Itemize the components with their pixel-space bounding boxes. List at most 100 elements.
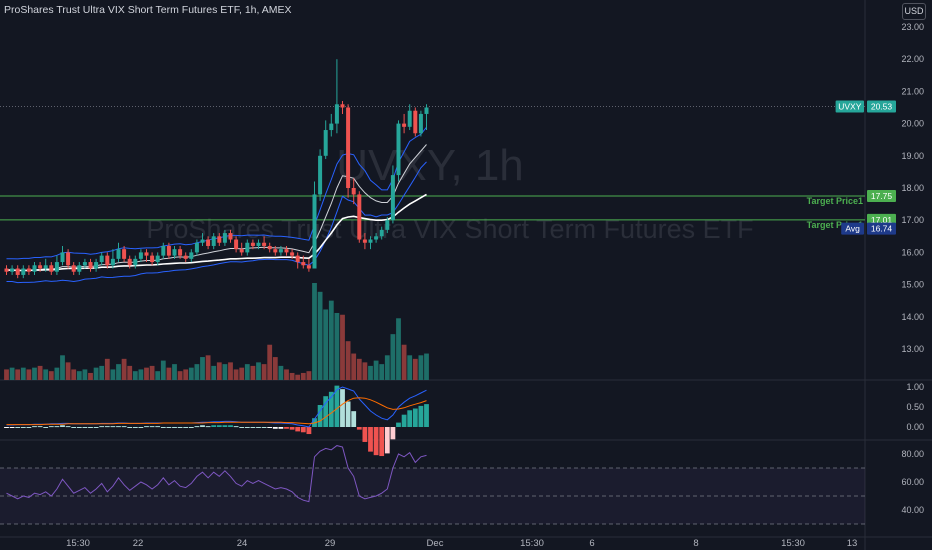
volume-bar xyxy=(401,344,407,380)
volume-bar xyxy=(183,369,189,380)
candle-body xyxy=(38,265,43,269)
macd-histogram-bar xyxy=(138,427,144,428)
candle-body xyxy=(105,255,110,266)
volume-bar xyxy=(200,357,205,380)
price-tick-label: 22.00 xyxy=(901,54,924,64)
price-tag-badge xyxy=(841,222,864,235)
candle-body xyxy=(234,239,239,250)
volume-bar xyxy=(43,369,49,380)
volume-bar xyxy=(155,371,161,380)
currency-button[interactable]: USD xyxy=(902,3,926,20)
volume-bar xyxy=(32,367,37,380)
candle-body xyxy=(178,249,183,256)
macd-histogram-bar xyxy=(9,427,15,428)
volume-bar xyxy=(194,364,200,380)
candle-body xyxy=(54,262,59,272)
macd-histogram-bar xyxy=(267,427,273,428)
macd-histogram-bar xyxy=(306,427,312,435)
price-tick-label: 23.00 xyxy=(901,22,924,32)
candle-body xyxy=(295,255,300,263)
macd-histogram-bar xyxy=(222,425,228,427)
interval-label[interactable]: 1h xyxy=(244,4,257,16)
candle-body xyxy=(396,123,401,176)
volume-bar xyxy=(424,353,429,380)
price-tick-label: 21.00 xyxy=(901,86,924,96)
candle-body xyxy=(374,236,379,240)
macd-histogram-bar xyxy=(54,426,60,428)
volume-bar xyxy=(312,283,317,380)
volume-bar xyxy=(149,365,155,380)
candle-body xyxy=(346,107,351,188)
candle-body xyxy=(334,104,339,124)
macd-histogram-bar xyxy=(160,427,166,428)
volume-bar xyxy=(216,362,222,380)
candle-body xyxy=(60,252,65,263)
candle-body xyxy=(267,245,272,250)
macd-histogram-bar xyxy=(418,405,424,427)
candle-body xyxy=(4,268,9,272)
price-tick-label: 13.00 xyxy=(901,344,924,354)
volume-bar xyxy=(20,367,26,380)
macd-histogram-bar xyxy=(300,427,306,433)
macd-histogram-bar xyxy=(328,391,334,427)
price-tick-label: 19.00 xyxy=(901,151,924,161)
volume-bar xyxy=(250,365,256,380)
price-tick-label: 15.00 xyxy=(901,280,924,290)
macd-histogram-bar xyxy=(188,427,194,428)
candle-body xyxy=(413,110,418,134)
lower-band-line xyxy=(6,161,427,284)
candle-body xyxy=(183,255,188,259)
macd-histogram-bar xyxy=(205,426,211,428)
volume-bar xyxy=(362,362,368,380)
macd-histogram-bar xyxy=(368,427,373,452)
volume-bar xyxy=(407,355,413,380)
price-axis-badge xyxy=(867,222,896,235)
macd-histogram-bar xyxy=(424,404,429,427)
candle-body xyxy=(189,252,194,259)
candle-body xyxy=(172,249,177,256)
candle-body xyxy=(250,242,255,246)
macd-histogram-bar xyxy=(93,427,99,428)
rsi-tick-label: 80.00 xyxy=(901,449,924,459)
candle-body xyxy=(122,249,127,259)
volume-bar xyxy=(205,355,211,380)
macd-histogram-bar xyxy=(396,422,401,427)
time-tick-label: 24 xyxy=(237,538,248,549)
volume-bar xyxy=(82,369,88,380)
macd-tick-label: 0.50 xyxy=(906,402,924,412)
candle-body xyxy=(318,155,323,195)
candle-body xyxy=(239,249,244,253)
volume-bar xyxy=(138,369,144,380)
macd-histogram-bar xyxy=(127,427,133,428)
volume-bar xyxy=(166,367,172,380)
macd-histogram-bar xyxy=(261,427,267,428)
exchange-label: AMEX xyxy=(261,4,292,16)
volume-bar xyxy=(71,369,77,380)
volume-bar xyxy=(228,362,233,380)
macd-histogram-bar xyxy=(65,426,71,428)
macd-histogram-bar xyxy=(373,427,379,456)
macd-histogram-bar xyxy=(239,427,245,428)
volume-bar xyxy=(88,372,93,380)
candle-body xyxy=(10,268,15,272)
macd-histogram-bar xyxy=(177,427,183,428)
price-axis-badge-text: 17.75 xyxy=(871,191,893,201)
macd-histogram-bar xyxy=(356,427,362,430)
volume-bar xyxy=(239,367,245,380)
candle-body xyxy=(284,249,289,253)
candle-body xyxy=(273,249,278,253)
candle-body xyxy=(32,265,37,272)
symbol-name: ProShares Trust Ultra VIX Short Term Fut… xyxy=(4,4,239,16)
macd-histogram-bar xyxy=(334,385,340,427)
price-axis-badge xyxy=(867,100,896,113)
volume-bar xyxy=(48,371,54,380)
macd-histogram-bar xyxy=(351,411,357,427)
macd-histogram-bar xyxy=(272,427,278,429)
volume-bar xyxy=(356,358,362,380)
candle-body xyxy=(407,110,412,127)
macd-histogram-bar xyxy=(340,389,345,427)
candle-body xyxy=(206,239,211,246)
rsi-tick-label: 60.00 xyxy=(901,477,924,487)
macd-histogram-bar xyxy=(99,426,105,428)
